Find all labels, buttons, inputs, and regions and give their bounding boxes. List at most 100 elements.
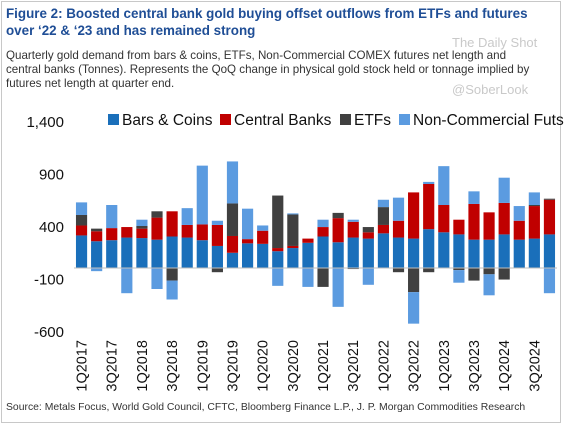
bar-segment-3-4Q2022: [423, 181, 435, 184]
bar-segment-3-2Q2023: [453, 270, 465, 283]
bar-segment-3-1Q2022: [377, 199, 390, 208]
legend-swatch-1: [220, 114, 231, 125]
bar-segment-0-1Q2022: [377, 233, 390, 268]
x-tick-label: 3Q2021: [346, 340, 362, 392]
watermark-handle: @SoberLook: [452, 82, 529, 97]
bar-segment-3-3Q2024: [528, 192, 540, 205]
bar-segment-0-4Q2017: [121, 237, 133, 268]
bar-segment-2-2Q2018: [151, 211, 163, 218]
bar-segment-1-2Q2017: [91, 231, 103, 242]
bar-segment-3-2Q2018: [151, 268, 163, 289]
bar-segment-1-3Q2019: [226, 235, 239, 253]
bar-segment-1-4Q2020: [302, 238, 314, 243]
bar-segment-2-2Q2021: [332, 212, 344, 219]
x-tick-label: 1Q2017: [75, 340, 91, 392]
bar-segment-1-1Q2024: [498, 202, 510, 235]
bar-segment-1-2Q2022: [392, 220, 405, 238]
bar-segment-0-4Q2023: [483, 239, 495, 268]
bar-segment-2-4Q2022: [423, 268, 435, 273]
bar-segment-3-4Q2017: [121, 268, 133, 294]
x-tick-label: 3Q2017: [105, 340, 121, 392]
bar-segment-1-3Q2020: [287, 245, 299, 249]
bar-segment-0-2Q2022: [392, 237, 405, 268]
x-tick-label: 3Q2020: [286, 340, 302, 392]
bar-segment-1-1Q2018: [136, 228, 148, 239]
x-tick-label: 1Q2019: [195, 340, 211, 392]
bar-segment-3-2Q2024: [513, 206, 525, 221]
bar-segment-2-2Q2019: [211, 268, 223, 273]
x-tick-label: 3Q2023: [467, 340, 483, 392]
legend-label-2: ETFs: [354, 112, 391, 129]
bar-segment-2-3Q2020: [287, 214, 299, 246]
x-tick-label: 1Q2020: [256, 340, 272, 392]
bar-segment-2-2Q2017: [91, 228, 103, 232]
bar-segment-0-3Q2019: [226, 252, 239, 268]
bar-segment-0-3Q2023: [468, 239, 480, 268]
bar-segment-2-1Q2017: [75, 214, 88, 226]
chart-legend: Bars & Coins Central Banks ETFs Non-Commerc…: [108, 112, 564, 129]
bar-segment-0-4Q2022: [423, 229, 435, 268]
legend-swatch-0: [108, 114, 119, 125]
bar-segment-0-2Q2018: [151, 239, 163, 268]
bar-segment-0-1Q2021: [317, 236, 329, 268]
bar-segment-2-4Q2023: [483, 268, 495, 275]
bar-segment-2-3Q2024: [528, 205, 540, 207]
bar-segment-1-4Q2017: [121, 227, 133, 238]
x-tick-label: 1Q2024: [497, 340, 513, 392]
bar-segment-1-3Q2022: [408, 192, 420, 239]
bar-segment-3-4Q2023: [483, 274, 495, 296]
bar-segment-0-4Q2019: [241, 243, 254, 268]
watermark-daily-shot: The Daily Shot: [452, 35, 538, 50]
y-tick-label: -600: [34, 324, 64, 341]
bar-segment-0-1Q2020: [257, 243, 269, 268]
bar-segment-1-4Q2022: [423, 184, 435, 230]
legend-label-3: Non-Commercial Futs: [413, 112, 564, 129]
bar-segment-0-2Q2017: [91, 241, 103, 268]
bar-segment-1-2Q2023: [453, 219, 465, 235]
bar-segment-0-2Q2019: [211, 245, 223, 268]
x-tick-label: 1Q2018: [135, 340, 151, 392]
bar-segment-1-4Q2019: [241, 239, 254, 244]
x-tick-label: 3Q2022: [407, 340, 423, 392]
bar-segment-2-2Q2020: [272, 195, 284, 249]
bar-segment-3-1Q2023: [438, 166, 450, 205]
x-tick-label: 1Q2022: [376, 340, 392, 392]
bar-segment-0-1Q2019: [196, 240, 208, 268]
legend-swatch-2: [340, 114, 351, 125]
bar-segment-0-2Q2024: [513, 239, 525, 268]
y-axis: 1,400 900 400 -100 -600: [26, 114, 64, 341]
bar-segment-2-2Q2022: [392, 268, 405, 273]
bar-segment-3-1Q2019: [196, 165, 208, 225]
bar-segment-1-4Q2021: [362, 232, 374, 239]
bar-segment-0-3Q2017: [106, 240, 118, 268]
bar-segment-1-3Q2017: [106, 228, 118, 241]
y-tick-label: 1,400: [26, 114, 64, 131]
bar-series-group: [75, 161, 556, 324]
x-tick-label: 3Q2024: [527, 340, 543, 392]
bar-segment-0-3Q2024: [528, 238, 540, 268]
bar-segment-2-3Q2023: [468, 268, 480, 281]
x-tick-label: 1Q2021: [316, 340, 332, 392]
figure-subtitle: Quarterly gold demand from bars & coins,…: [6, 49, 530, 90]
bar-segment-2-3Q2022: [408, 268, 420, 293]
bar-segment-0-3Q2020: [287, 248, 299, 268]
bar-segment-0-3Q2022: [408, 238, 420, 268]
figure-title: Figure 2: Boosted central bank gold buyi…: [6, 6, 528, 38]
source-note: Source: Metals Focus, World Gold Council…: [6, 402, 526, 413]
bar-segment-0-4Q2018: [181, 237, 193, 268]
bar-segment-2-4Q2024: [543, 198, 556, 200]
x-axis: 1Q2017 3Q2017 1Q2018 3Q2018 1Q2019 3Q2019 1Q20…: [74, 267, 557, 392]
bar-segment-3-3Q2017: [106, 205, 118, 229]
bar-segment-1-1Q2021: [317, 227, 329, 237]
bar-segment-3-3Q2022: [408, 292, 420, 324]
bar-segment-1-1Q2019: [196, 224, 208, 241]
bar-segment-1-1Q2023: [438, 205, 450, 233]
bar-segment-1-4Q2018: [181, 224, 193, 238]
bar-segment-0-4Q2020: [302, 242, 314, 268]
bar-segment-3-4Q2024: [543, 268, 556, 294]
x-tick-label: 3Q2018: [165, 340, 181, 392]
bar-segment-0-3Q2018: [166, 236, 178, 268]
bar-segment-0-2Q2020: [272, 251, 284, 268]
bar-segment-3-2Q2022: [392, 197, 405, 221]
